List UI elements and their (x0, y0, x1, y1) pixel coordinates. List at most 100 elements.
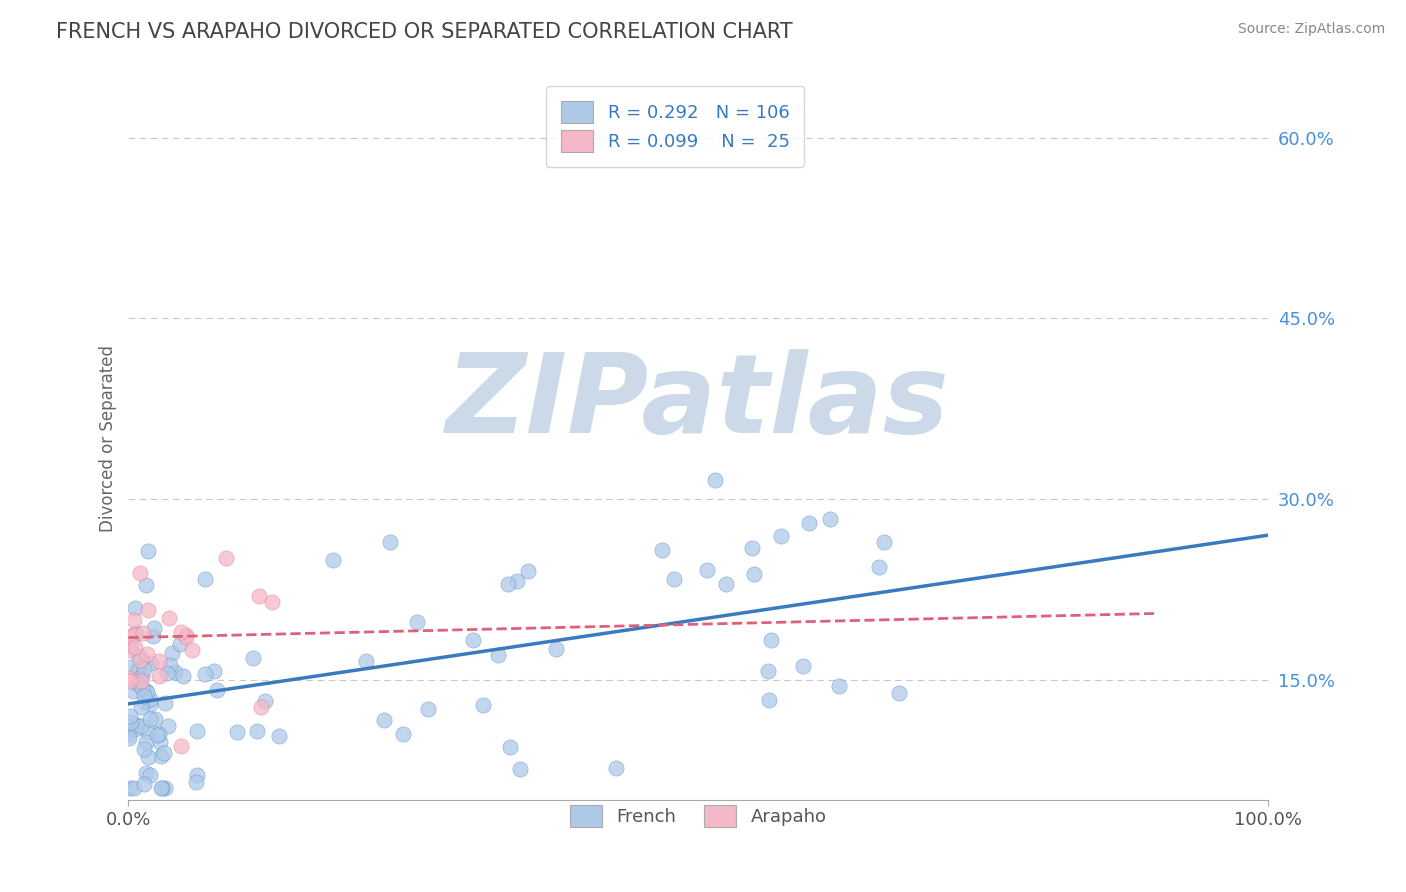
Point (135, 578, 157, 592)
Point (118, 629, 141, 643)
Point (756, 665, 779, 679)
Point (354, 654, 377, 668)
Point (770, 528, 793, 542)
Point (131, 681, 153, 695)
Point (153, 781, 176, 796)
Point (172, 669, 194, 683)
Point (143, 621, 166, 635)
Point (742, 567, 765, 582)
Point (135, 765, 157, 780)
Point (124, 601, 146, 615)
Legend: French, Arapaho: French, Arapaho (562, 798, 834, 835)
Point (136, 685, 159, 699)
Point (509, 762, 531, 776)
Point (226, 725, 249, 739)
Point (174, 628, 197, 642)
Point (696, 563, 718, 577)
Point (828, 680, 851, 694)
Point (605, 761, 627, 775)
Point (150, 781, 173, 796)
Point (499, 739, 522, 754)
Point (496, 577, 519, 591)
Point (488, 648, 510, 662)
Point (129, 719, 152, 733)
Point (131, 700, 153, 714)
Point (186, 768, 208, 782)
Point (152, 781, 174, 796)
Point (194, 572, 217, 586)
Point (159, 658, 181, 673)
Point (249, 699, 271, 714)
Point (132, 741, 155, 756)
Point (152, 746, 174, 760)
Point (143, 712, 166, 726)
Point (127, 718, 149, 732)
Point (120, 714, 142, 729)
Point (180, 643, 202, 657)
Point (148, 669, 170, 683)
Point (117, 731, 139, 745)
Point (156, 719, 179, 733)
Point (131, 669, 153, 683)
Point (792, 658, 814, 673)
Point (120, 660, 142, 674)
Point (818, 512, 841, 526)
Point (148, 654, 170, 668)
Point (887, 686, 910, 700)
Point (269, 729, 291, 743)
Point (135, 735, 157, 749)
Point (136, 725, 159, 739)
Y-axis label: Divorced or Separated: Divorced or Separated (100, 345, 117, 533)
Point (202, 665, 225, 679)
Point (174, 630, 197, 644)
Point (120, 673, 142, 688)
Point (139, 656, 162, 670)
Point (169, 637, 191, 651)
Point (516, 564, 538, 578)
Point (170, 624, 193, 639)
Point (118, 709, 141, 723)
Point (157, 611, 180, 625)
Text: FRENCH VS ARAPAHO DIVORCED OR SEPARATED CORRELATION CHART: FRENCH VS ARAPAHO DIVORCED OR SEPARATED … (56, 22, 793, 42)
Point (322, 553, 344, 567)
Point (664, 572, 686, 586)
Point (118, 727, 141, 741)
Point (153, 697, 176, 711)
Text: ZIPatlas: ZIPatlas (446, 349, 950, 456)
Point (132, 689, 155, 703)
Point (138, 768, 160, 782)
Point (868, 560, 890, 574)
Point (118, 643, 141, 657)
Point (136, 750, 159, 764)
Point (797, 516, 820, 531)
Point (118, 671, 141, 685)
Point (714, 577, 737, 591)
Point (136, 603, 159, 617)
Point (138, 712, 160, 726)
Point (149, 749, 172, 764)
Point (125, 625, 148, 640)
Point (506, 574, 529, 589)
Point (704, 473, 727, 487)
Point (124, 722, 146, 736)
Point (121, 684, 143, 698)
Point (391, 727, 413, 741)
Point (132, 777, 155, 791)
Point (127, 663, 149, 677)
Point (120, 639, 142, 653)
Point (134, 662, 156, 676)
Point (128, 649, 150, 664)
Point (122, 628, 145, 642)
Point (406, 615, 429, 630)
Point (131, 626, 153, 640)
Point (135, 684, 157, 698)
Point (170, 739, 193, 753)
Point (461, 633, 484, 648)
Point (761, 633, 783, 648)
Point (254, 694, 277, 708)
Point (131, 653, 153, 667)
Point (122, 781, 145, 796)
Point (136, 544, 159, 558)
Point (242, 651, 264, 665)
Text: Source: ZipAtlas.com: Source: ZipAtlas.com (1237, 22, 1385, 37)
